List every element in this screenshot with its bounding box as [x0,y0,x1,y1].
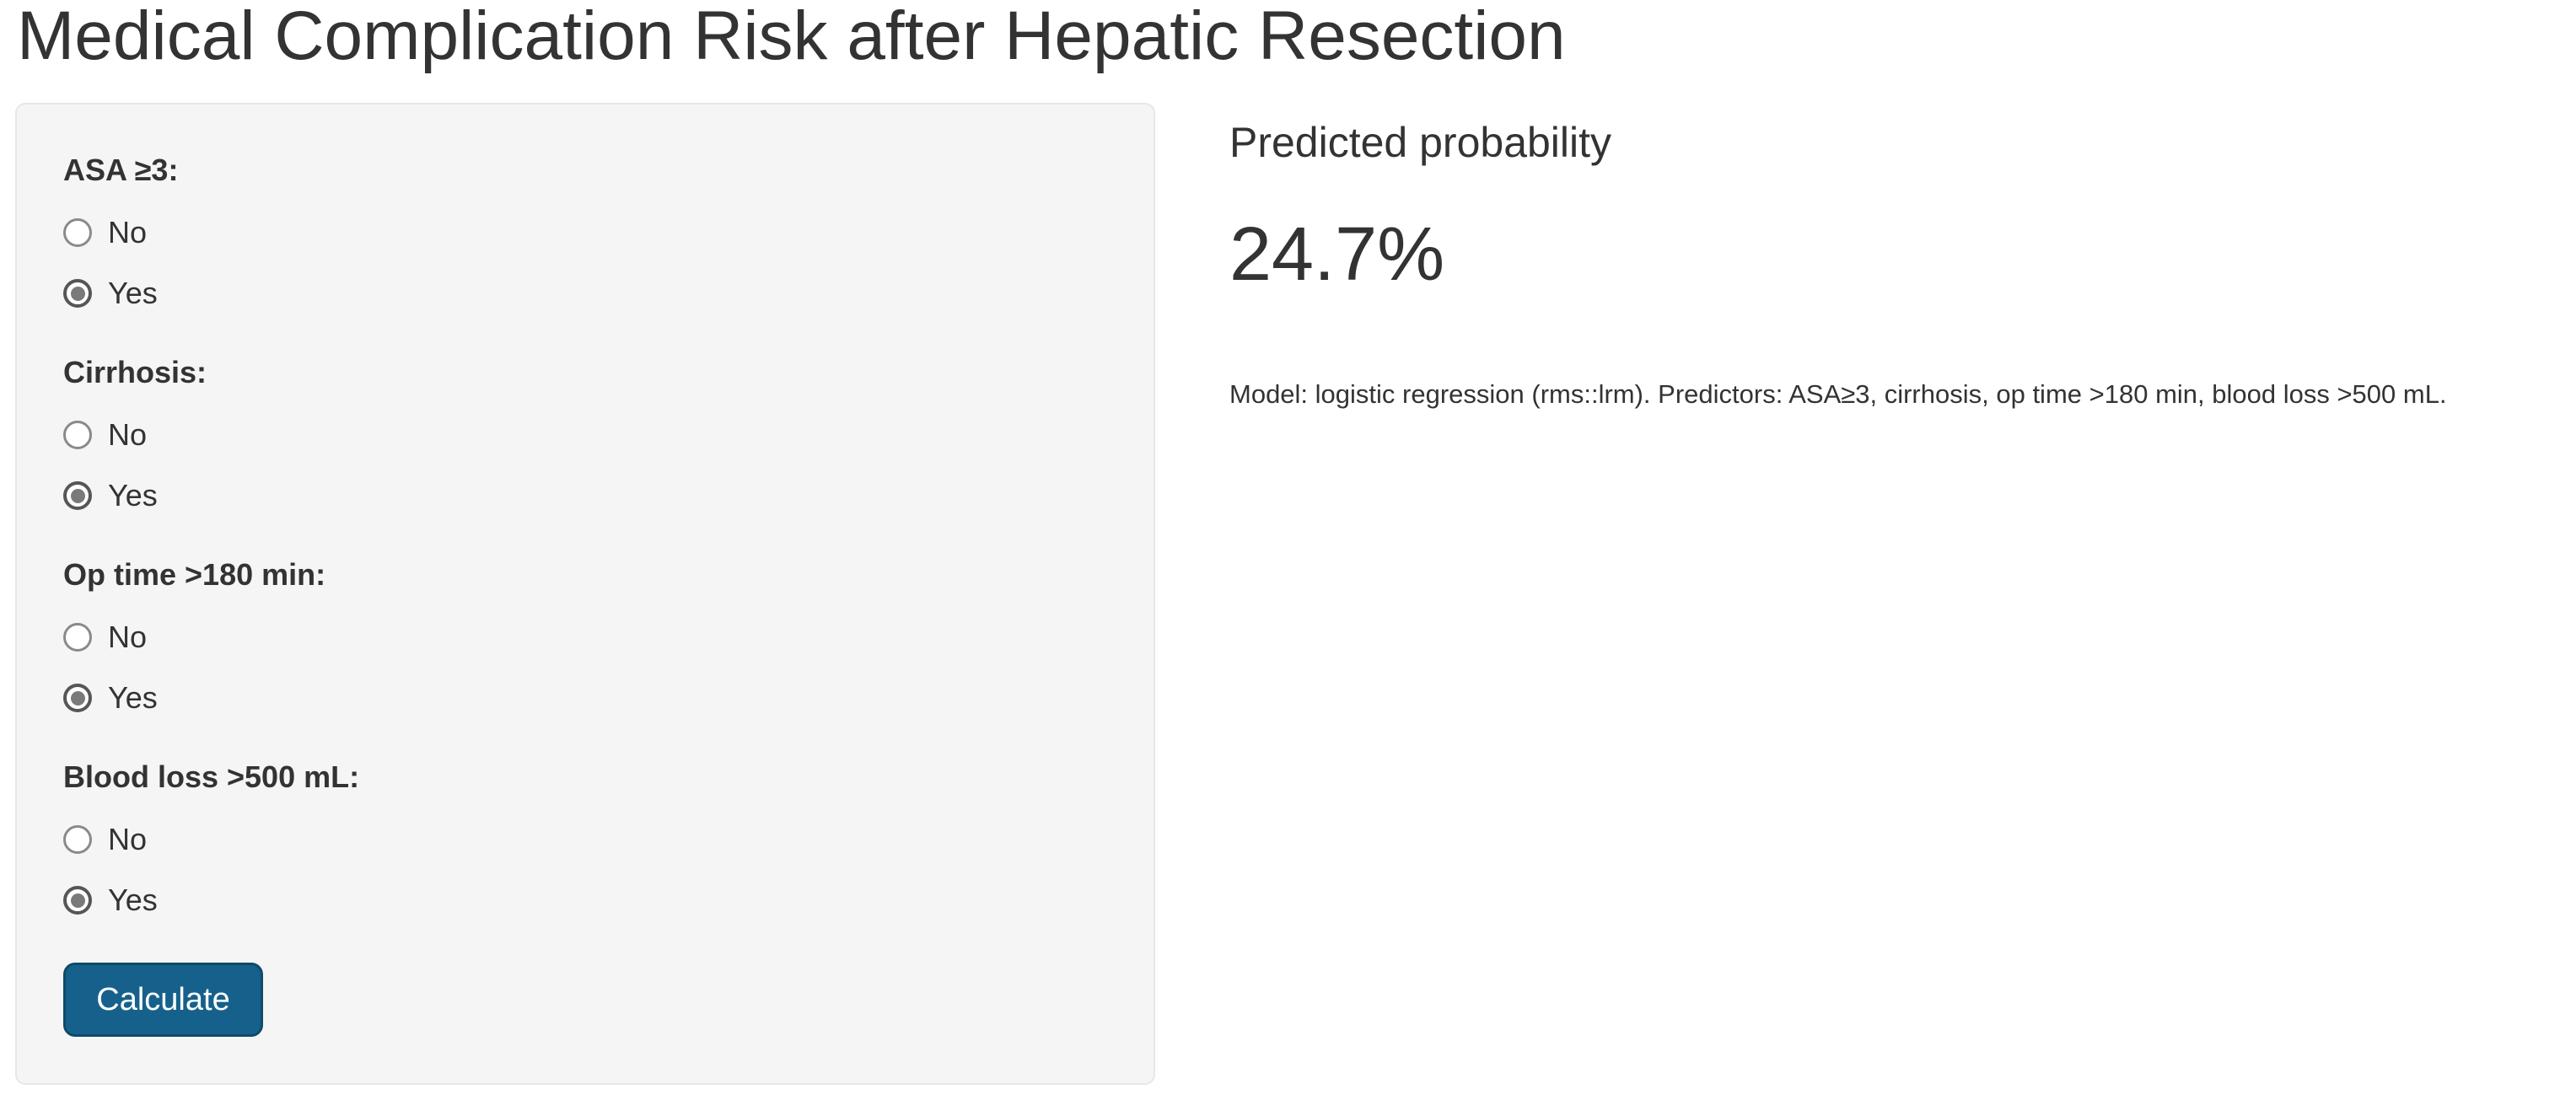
calculate-button[interactable]: Calculate [63,963,263,1037]
radio-option-asa-no[interactable]: No [63,202,1107,263]
radio-group-cirrhosis: Cirrhosis: No Yes [63,354,1107,526]
result-panel: Predicted probability 24.7% Model: logis… [1229,0,2562,410]
radio-option-label: No [108,215,148,250]
radio-button-icon[interactable] [63,886,92,915]
radio-group-asa-label: ASA ≥3: [63,153,179,187]
radio-button-icon[interactable] [63,481,92,510]
model-description: Model: logistic regression (rms::lrm). P… [1229,379,2447,409]
radio-group-optime-label: Op time >180 min: [63,557,326,592]
radio-group-bloodloss: Blood loss >500 mL: No Yes [63,759,1107,931]
radio-button-icon[interactable] [63,684,92,712]
radio-option-optime-yes[interactable]: Yes [63,668,1107,728]
radio-button-icon[interactable] [63,279,92,308]
page-title: Medical Complication Risk after Hepatic … [17,0,1566,74]
radio-group-bloodloss-label: Blood loss >500 mL: [63,759,360,794]
radio-option-label: Yes [108,276,158,310]
radio-option-label: Yes [108,478,158,512]
radio-option-label: Yes [108,680,158,715]
result-heading: Predicted probability [1229,119,1612,166]
radio-option-bloodloss-yes[interactable]: Yes [63,870,1107,931]
radio-button-icon[interactable] [63,421,92,449]
radio-option-label: No [108,417,148,452]
radio-option-cirrhosis-yes[interactable]: Yes [63,465,1107,526]
radio-group-cirrhosis-label: Cirrhosis: [63,355,207,389]
radio-button-icon[interactable] [63,218,92,247]
radio-group-optime: Op time >180 min: No Yes [63,556,1107,728]
radio-option-optime-no[interactable]: No [63,607,1107,668]
radio-option-bloodloss-no[interactable]: No [63,809,1107,870]
radio-option-label: No [108,822,148,856]
radio-button-icon[interactable] [63,825,92,854]
radio-option-label: No [108,620,148,654]
radio-option-asa-yes[interactable]: Yes [63,263,1107,324]
predicted-probability-value: 24.7% [1229,212,1445,297]
radio-button-icon[interactable] [63,623,92,652]
sidebar-panel: ASA ≥3: No Yes Cirrhosis: No Yes Op time… [15,103,1155,1085]
radio-group-asa: ASA ≥3: No Yes [63,152,1107,324]
radio-option-cirrhosis-no[interactable]: No [63,405,1107,465]
radio-option-label: Yes [108,883,158,917]
